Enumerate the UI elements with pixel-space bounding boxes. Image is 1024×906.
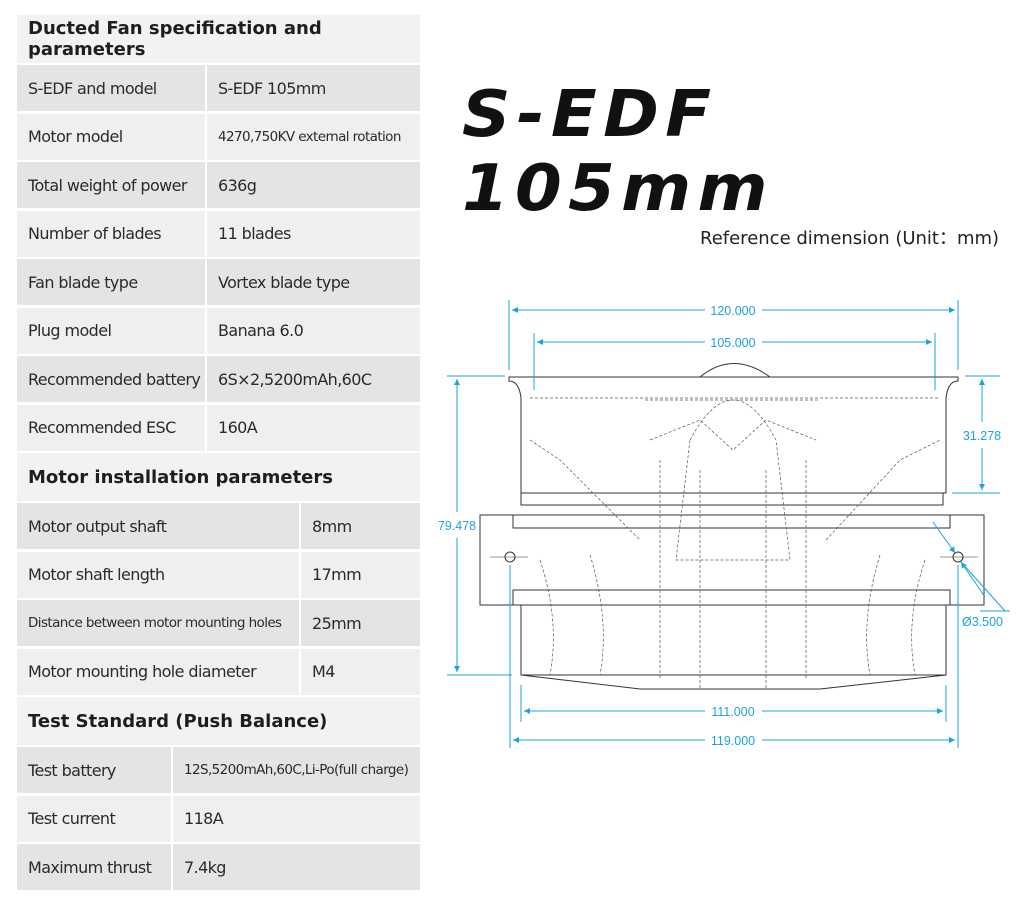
row-label: Test battery bbox=[17, 747, 171, 793]
row-value: 118A bbox=[173, 795, 420, 842]
row-value: 11 blades bbox=[207, 210, 420, 257]
fan-outline bbox=[479, 363, 985, 690]
table-row: Test current 118A bbox=[17, 795, 420, 842]
table-row: Distance between motor mounting holes 25m… bbox=[17, 600, 420, 646]
row-value: Vortex blade type bbox=[207, 259, 420, 305]
table-row: Fan blade type Vortex blade type bbox=[17, 259, 420, 305]
row-value: 17mm bbox=[301, 551, 420, 598]
row-value: 7.4kg bbox=[173, 844, 420, 890]
table-row: Motor model 4270,750KV external rotation bbox=[17, 113, 420, 160]
row-value: 636g bbox=[207, 162, 420, 208]
fan-internal-hidden-lines bbox=[529, 397, 941, 690]
row-label: Recommended ESC bbox=[17, 404, 205, 451]
dim-120: 120.000 bbox=[710, 304, 755, 318]
row-label: Test current bbox=[17, 795, 171, 842]
table-row: Motor mounting hole diameter M4 bbox=[17, 648, 420, 695]
table-row: Recommended battery 6S×2,5200mAh,60C bbox=[17, 356, 420, 402]
dim-105: 105.000 bbox=[710, 336, 755, 350]
table-row: Recommended ESC 160A bbox=[17, 404, 420, 451]
row-value: 8mm bbox=[301, 503, 420, 549]
row-value: M4 bbox=[301, 648, 420, 695]
dim-111: 111.000 bbox=[711, 705, 754, 719]
dim-119: 119.000 bbox=[711, 734, 755, 748]
row-value: 4270,750KV external rotation bbox=[207, 113, 420, 160]
table-row: Plug model Banana 6.0 bbox=[17, 307, 420, 354]
row-value: Banana 6.0 bbox=[207, 307, 420, 354]
row-label: S-EDF and model bbox=[17, 65, 205, 111]
row-label: Motor mounting hole diameter bbox=[17, 648, 299, 695]
row-label: Motor output shaft bbox=[17, 503, 299, 549]
row-value: 160A bbox=[207, 404, 420, 451]
reference-dimension-note: Reference dimension (Unit：mm) bbox=[700, 228, 1000, 249]
table-row: Motor output shaft 8mm bbox=[17, 503, 420, 549]
row-label: Motor model bbox=[17, 113, 205, 160]
dim-31: 31.278 bbox=[963, 429, 1001, 443]
row-value: 12S,5200mAh,60C,Li-Po(full charge) bbox=[173, 747, 420, 793]
table-row: Test battery 12S,5200mAh,60C,Li-Po(full c… bbox=[17, 747, 420, 793]
test-title: Test Standard (Push Balance) bbox=[17, 697, 420, 745]
product-title: S-EDF 105mm bbox=[462, 78, 774, 226]
row-label: Number of blades bbox=[17, 210, 205, 257]
row-label: Fan blade type bbox=[17, 259, 205, 305]
row-value: S-EDF 105mm bbox=[207, 65, 420, 111]
row-label: Recommended battery bbox=[17, 356, 205, 402]
motor-title: Motor installation parameters bbox=[17, 453, 420, 501]
table-row: Motor shaft length 17mm bbox=[17, 551, 420, 598]
row-label: Plug model bbox=[17, 307, 205, 354]
dimension-lines bbox=[447, 300, 1010, 748]
dimension-labels: 120.000 105.000 31.278 79.478 Ø3.500 111… bbox=[438, 304, 1003, 748]
row-value: 6S×2,5200mAh,60C bbox=[207, 356, 420, 402]
table-row: Maximum thrust 7.4kg bbox=[17, 844, 420, 890]
table-row: S-EDF and model S-EDF 105mm bbox=[17, 65, 420, 111]
row-label: Total weight of power bbox=[17, 162, 205, 208]
spec-title: Ducted Fan specification and parameters bbox=[17, 15, 420, 63]
spec-table: Ducted Fan specification and parameters … bbox=[17, 15, 420, 893]
row-label: Distance between motor mounting holes bbox=[17, 600, 299, 646]
row-label: Motor shaft length bbox=[17, 551, 299, 598]
row-label: Maximum thrust bbox=[17, 844, 171, 890]
table-row: Number of blades 11 blades bbox=[17, 210, 420, 257]
row-value: 25mm bbox=[301, 600, 420, 646]
table-row: Total weight of power 636g bbox=[17, 162, 420, 208]
dim-hole: Ø3.500 bbox=[962, 615, 1003, 629]
dim-79: 79.478 bbox=[438, 519, 476, 533]
